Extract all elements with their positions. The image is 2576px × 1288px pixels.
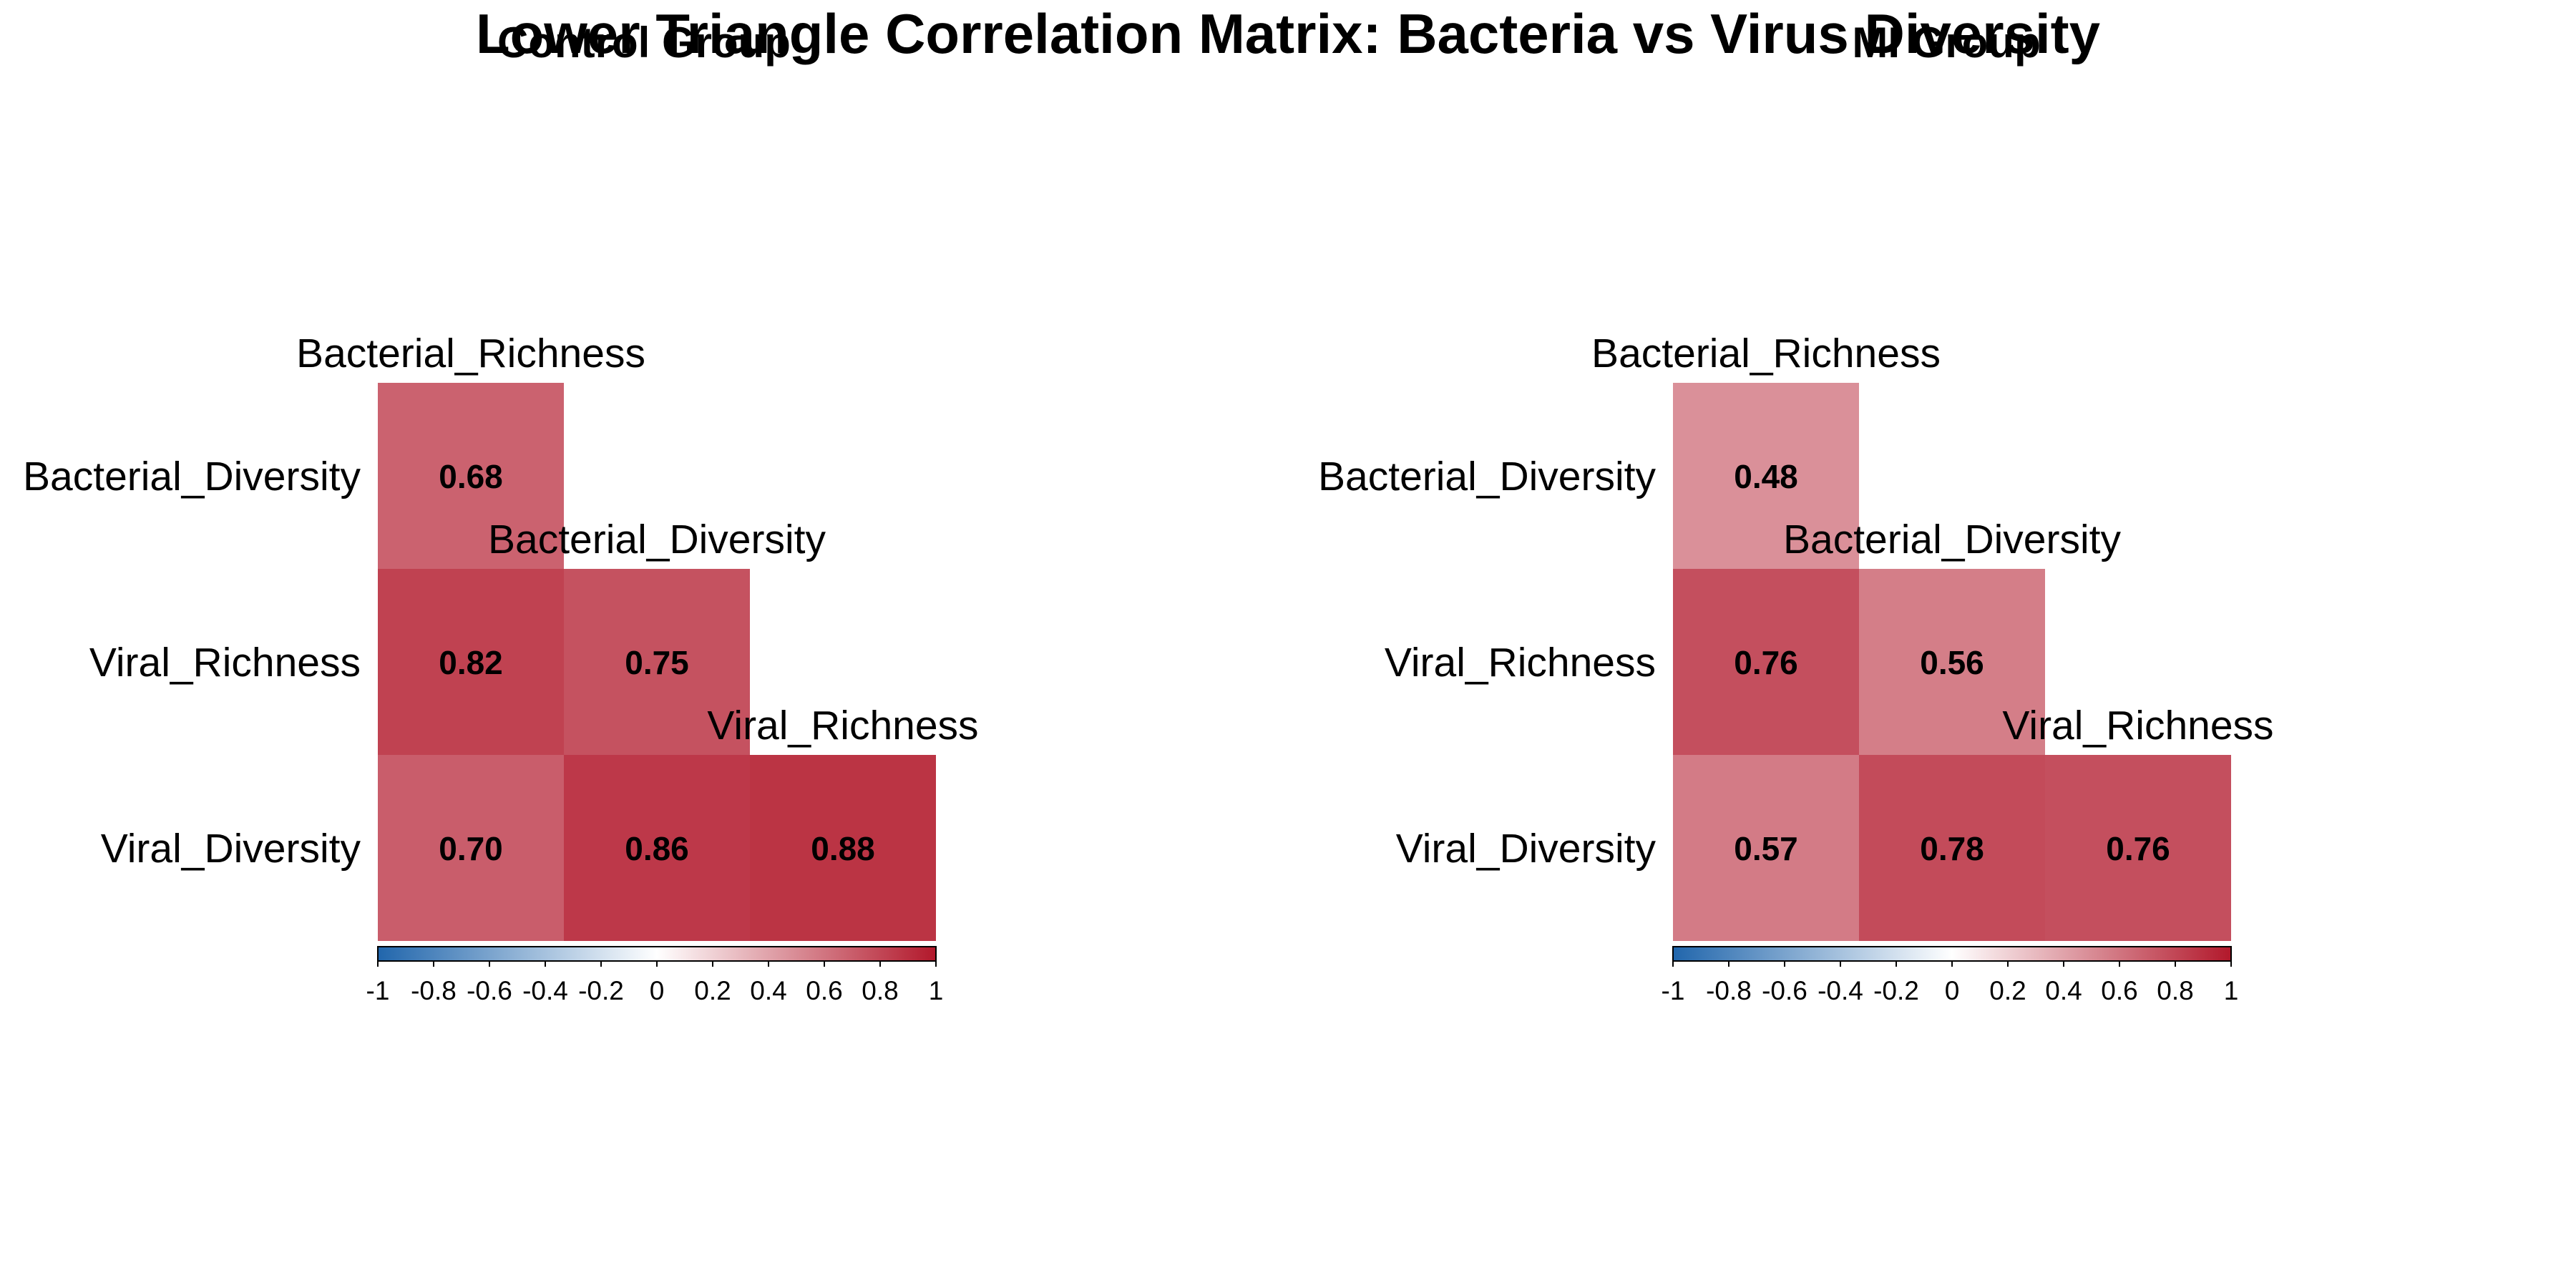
heatmap-cell <box>1859 755 2045 941</box>
cell-value-label: 0.82 <box>439 644 503 681</box>
cell-value-label: 0.56 <box>1920 644 1984 681</box>
heatmap-cell <box>2045 755 2231 941</box>
cell-value-label: 0.78 <box>1920 830 1984 867</box>
colorbar <box>377 946 937 962</box>
colorbar-tick-label: -1 <box>1662 976 1685 1005</box>
cell-value-label: 0.48 <box>1734 458 1798 495</box>
row-label: Viral_Diversity <box>101 826 361 872</box>
colorbar-tick-label: -0.2 <box>578 976 624 1005</box>
colorbar-tick-label: 0.8 <box>2157 976 2193 1005</box>
cell-value-label: 0.68 <box>439 458 503 495</box>
colorbar-tick-label: 0.2 <box>694 976 731 1005</box>
cell-value-label: 0.70 <box>439 830 503 867</box>
colorbar-tick-label: -1 <box>366 976 390 1005</box>
row-label: Bacterial_Diversity <box>1318 454 1656 499</box>
colorbar-tick-label: -0.4 <box>522 976 568 1005</box>
colorbar-tick-label: -0.4 <box>1818 976 1863 1005</box>
mi-group-title: MI Group <box>1852 19 2040 67</box>
cell-value-label: 0.88 <box>811 830 875 867</box>
colorbar-tick-label: 1 <box>2224 976 2239 1005</box>
colorbar-tick-label: 0.6 <box>806 976 842 1005</box>
colorbar-tick-label: -0.8 <box>1706 976 1752 1005</box>
colorbar-tick-label: 0.2 <box>1989 976 2026 1005</box>
column-label: Bacterial_Diversity <box>488 517 826 562</box>
heatmap-cell <box>378 755 564 941</box>
cell-value-label: 0.57 <box>1734 830 1798 867</box>
column-label: Viral_Richness <box>707 703 978 748</box>
heatmap-cell <box>750 755 936 941</box>
row-label: Viral_Richness <box>1385 640 1656 686</box>
colorbar-tick-label: -0.6 <box>467 976 512 1005</box>
main-title: Lower Triangle Correlation Matrix: Bacte… <box>476 2 2100 65</box>
colorbar-tick-label: 0.4 <box>750 976 786 1005</box>
colorbar <box>1672 946 2232 962</box>
row-label: Viral_Diversity <box>1396 826 1657 872</box>
colorbar-tick-label: 0.6 <box>2101 976 2137 1005</box>
colorbar-tick-label: 0 <box>1945 976 1960 1005</box>
cell-value-label: 0.76 <box>2106 830 2170 867</box>
control-group-panel: Bacterial_Diversity 0.68 Viral_Richness 0.8… <box>23 331 979 1005</box>
heatmap-cell <box>564 569 750 755</box>
colorbar-tick-label: -0.2 <box>1873 976 1919 1005</box>
cell-value-label: 0.76 <box>1734 644 1798 681</box>
heatmap-cell <box>1673 383 1859 569</box>
column-label: Bacterial_Richness <box>1591 331 1941 376</box>
heatmap-cell <box>1673 755 1859 941</box>
colorbar-tick-label: 0 <box>650 976 665 1005</box>
column-label: Bacterial_Richness <box>296 331 645 376</box>
cell-value-label: 0.75 <box>625 644 689 681</box>
cell-value-label: 0.86 <box>625 830 689 867</box>
heatmap-cell <box>378 383 564 569</box>
colorbar-tick-label: -0.8 <box>411 976 457 1005</box>
control-group-title: Control Group <box>497 19 791 67</box>
colorbar-tick-label: 0.8 <box>862 976 898 1005</box>
colorbar-tick-label: 0.4 <box>2045 976 2082 1005</box>
column-label: Viral_Richness <box>2002 703 2273 748</box>
heatmap-cell <box>378 569 564 755</box>
mi-group-panel: Bacterial_Diversity 0.48 Viral_Richness 0.7… <box>1318 331 2274 1005</box>
row-label: Bacterial_Diversity <box>23 454 361 499</box>
colorbar-tick-label: 1 <box>929 976 944 1005</box>
colorbar-tick-label: -0.6 <box>1762 976 1807 1005</box>
column-label: Bacterial_Diversity <box>1783 517 2121 562</box>
heatmap-cell <box>564 755 750 941</box>
row-label: Viral_Richness <box>89 640 361 686</box>
heatmap-cell <box>1673 569 1859 755</box>
heatmap-cell <box>1859 569 2045 755</box>
